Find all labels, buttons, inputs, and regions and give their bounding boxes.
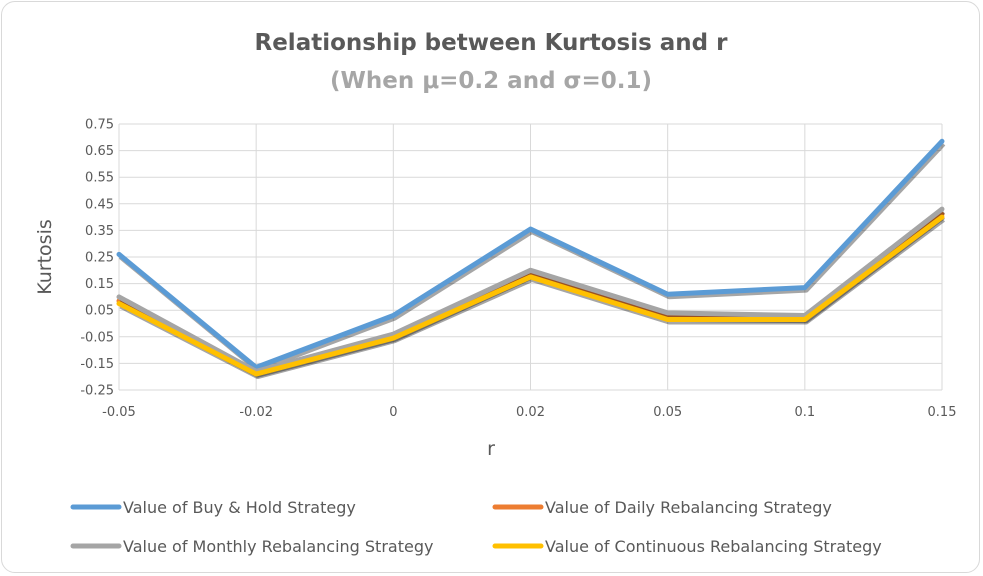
y-tick-label: 0.45 xyxy=(85,197,114,212)
y-tick-label: 0.35 xyxy=(85,224,114,239)
x-tick-labels: -0.05 -0.02 0 0.02 0.05 0.1 0.15 xyxy=(102,405,956,420)
x-tick-label: -0.02 xyxy=(239,405,273,420)
x-tick-label: 0.15 xyxy=(928,405,957,420)
x-tick-label: 0.05 xyxy=(653,405,682,420)
series-shadow-value-of-daily-rebalancing-strategy xyxy=(119,214,946,378)
chart-title: Relationship between Kurtosis and r xyxy=(255,30,729,56)
y-tick-label: 0.05 xyxy=(85,304,114,319)
y-tick-label: 0.25 xyxy=(85,251,114,266)
y-tick-label: 0.55 xyxy=(85,171,114,186)
y-tick-label: -0.05 xyxy=(80,330,114,345)
x-tick-label: -0.05 xyxy=(102,405,136,420)
gridlines xyxy=(118,123,943,391)
y-tick-label: 0.15 xyxy=(85,277,114,292)
series-lines xyxy=(116,138,946,380)
series-line-value-of-continuous-rebalancing-strategy xyxy=(116,214,945,377)
y-tick-label: 0.65 xyxy=(85,144,114,159)
y-tick-label: -0.25 xyxy=(80,384,114,399)
legend-label-value-of-continuous-rebalancing-strategy: Value of Continuous Rebalancing Strategy xyxy=(545,537,882,556)
x-axis-label: r xyxy=(487,438,495,460)
legend-label-value-of-monthly-rebalancing-strategy: Value of Monthly Rebalancing Strategy xyxy=(123,537,433,556)
y-axis-label: Kurtosis xyxy=(34,219,56,295)
y-tick-label: -0.15 xyxy=(80,357,114,372)
y-tick-label: 0.75 xyxy=(85,118,114,133)
series-shadow-value-of-continuous-rebalancing-strategy xyxy=(119,217,945,380)
series-line-value-of-buy-hold-strategy xyxy=(116,138,945,370)
x-tick-label: 0.1 xyxy=(794,405,815,420)
y-tick-labels: 0.75 0.65 0.55 0.45 0.35 0.25 0.15 0.05 -0.05 -0.… xyxy=(80,118,114,399)
chart-subtitle: (When μ=0.2 and σ=0.1) xyxy=(330,68,652,94)
legend: Value of Buy & Hold Strategy Value of Dai… xyxy=(70,498,882,556)
legend-label-value-of-daily-rebalancing-strategy: Value of Daily Rebalancing Strategy xyxy=(545,498,832,517)
legend-label-value-of-buy-hold-strategy: Value of Buy & Hold Strategy xyxy=(123,498,356,517)
x-tick-label: 0 xyxy=(389,405,397,420)
x-tick-label: 0.02 xyxy=(516,405,545,420)
series-shadow-value-of-monthly-rebalancing-strategy xyxy=(119,209,946,377)
